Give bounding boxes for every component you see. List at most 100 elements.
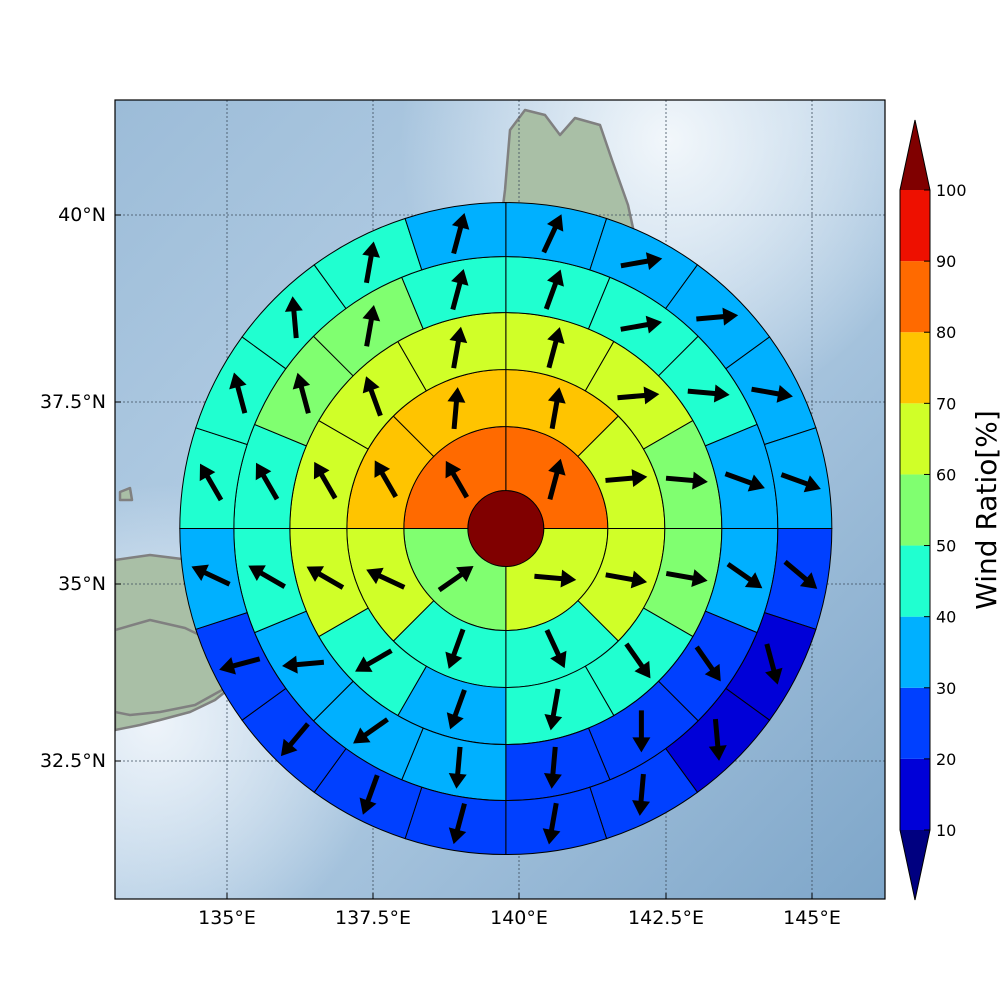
colorbar-tick-label: 10 — [936, 821, 956, 840]
y-tick-labels: 40°N 37.5°N 35°N 32.5°N — [40, 204, 106, 772]
wind-arrow — [353, 717, 389, 744]
colorbar-extend-under — [900, 830, 930, 900]
wind-arrow — [449, 326, 468, 369]
x-tick-labels: 135°E 137.5°E 140°E 142.5°E 145°E — [198, 907, 841, 929]
colorbar-tick-label: 30 — [936, 679, 956, 698]
wind-arrow — [764, 643, 783, 685]
colorbar-tick-label: 90 — [936, 252, 956, 271]
wind-arrow — [624, 642, 651, 679]
colorbar-extend-over — [900, 120, 930, 190]
wind-arrow — [542, 802, 561, 845]
wind-arrow — [605, 570, 648, 589]
wind-arrow — [632, 710, 651, 753]
wind-arrow — [248, 565, 286, 589]
wind-arrow — [199, 463, 224, 502]
wind-arrow — [751, 384, 793, 403]
wind-arrow — [620, 252, 663, 270]
colorbar-segment — [900, 616, 930, 688]
wind-arrow — [445, 460, 470, 499]
y-tick-label: 37.5°N — [40, 391, 106, 413]
wind-arrow — [543, 746, 562, 789]
axes-frame — [114, 99, 886, 900]
wind-ratio-sectors — [179, 202, 833, 856]
wind-arrow — [451, 212, 470, 255]
wind-arrow — [282, 655, 325, 674]
colorbar-segment — [900, 403, 930, 475]
wind-arrow — [229, 372, 248, 414]
colorbar: 10 20 30 40 50 60 70 80 90 100 — [899, 119, 967, 901]
ring-sector — [404, 202, 507, 271]
y-tick-label: 40°N — [58, 204, 106, 226]
wind-arrow — [605, 469, 648, 488]
x-tick-label: 137.5°E — [335, 907, 411, 929]
wind-arrow — [355, 648, 393, 672]
wind-arrow — [447, 387, 466, 430]
wind-arrow — [694, 645, 721, 682]
colorbar-label: Wind Ratio[%] — [970, 410, 1000, 610]
x-tick-label: 140°E — [490, 907, 548, 929]
colorbar-segment — [900, 687, 930, 759]
wind-arrow — [724, 471, 765, 492]
wind-arrow — [665, 569, 708, 587]
wind-arrow — [445, 628, 466, 669]
colorbar-segment — [900, 261, 930, 333]
land-islands — [118, 486, 134, 502]
wind-arrow — [219, 656, 261, 675]
colorbar-segment — [900, 758, 930, 830]
colorbar-segment — [900, 332, 930, 404]
y-tick-label: 32.5°N — [40, 750, 106, 772]
wind-arrow — [437, 566, 474, 593]
wind-arrow — [534, 569, 577, 588]
wind-arrow — [543, 269, 564, 310]
colorbar-tick-label: 60 — [936, 465, 956, 484]
wind-arrow — [362, 304, 381, 347]
wind-arrow — [450, 268, 469, 311]
wind-arrow — [359, 774, 380, 815]
wind-arrow — [191, 564, 231, 587]
y-tick-label: 35°N — [58, 573, 106, 595]
wind-arrow — [284, 296, 303, 339]
colorbar-tick-label: 20 — [936, 750, 956, 769]
wind-arrow — [696, 307, 739, 326]
wind-arrow — [708, 718, 727, 761]
wind-arrow — [632, 773, 651, 816]
wind-arrow — [374, 460, 398, 499]
colorbar-tick-label: 80 — [936, 323, 956, 342]
y-tick-marks — [115, 214, 121, 762]
wind-arrow — [547, 458, 566, 500]
wind-arrow — [544, 629, 567, 669]
colorbar-segment — [900, 474, 930, 546]
wind-arrow — [313, 461, 338, 500]
wind-arrow — [620, 315, 663, 334]
wind-arrow — [306, 566, 345, 590]
wind-arrow — [617, 386, 660, 405]
wind-arrow — [362, 241, 380, 284]
x-tick-label: 142.5°E — [628, 907, 704, 929]
wind-arrow — [726, 562, 763, 589]
wind-arrow — [448, 746, 467, 789]
colorbar-tick-label: 40 — [936, 608, 956, 627]
wind-arrow — [541, 214, 564, 254]
wind-arrow — [665, 471, 708, 490]
x-tick-label: 145°E — [783, 907, 841, 929]
wind-arrow — [280, 722, 310, 757]
colorbar-tick-label: 70 — [936, 394, 956, 413]
x-tick-marks — [226, 893, 813, 899]
wind-arrow — [255, 462, 280, 501]
x-tick-label: 135°E — [198, 907, 256, 929]
wind-arrow — [544, 688, 563, 731]
wind-arrow — [546, 327, 565, 369]
wind-arrow — [687, 384, 730, 403]
wind-arrow — [780, 472, 821, 493]
wind-arrow — [366, 567, 406, 590]
wind-arrow — [292, 372, 311, 414]
wind-arrow — [783, 559, 818, 589]
colorbar-segment — [900, 190, 930, 262]
colorbar-tick-label: 100 — [936, 181, 967, 200]
wind-arrow — [448, 802, 467, 845]
wind-arrow — [547, 387, 566, 430]
colorbar-tick-label: 50 — [936, 537, 956, 556]
wind-arrow — [362, 376, 383, 417]
colorbar-segment — [900, 545, 930, 617]
